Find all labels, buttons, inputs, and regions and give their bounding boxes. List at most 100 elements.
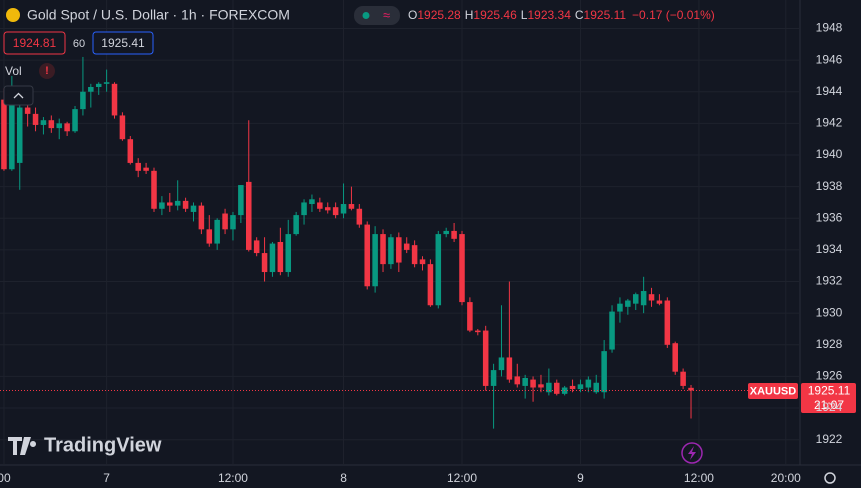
alert-circle[interactable] [681, 442, 703, 464]
candle-body [585, 379, 592, 388]
symbol-tag [748, 383, 798, 399]
candle-body [664, 300, 671, 345]
countdown: 21:07 [814, 398, 844, 412]
candle-body [593, 382, 600, 393]
y-tick-label: 1946 [816, 52, 843, 66]
candle-body [127, 139, 134, 163]
candle-body [514, 376, 521, 385]
candle-body [467, 302, 473, 331]
candle-body [348, 204, 355, 209]
candle-body [648, 294, 655, 301]
x-tick-label: 12:00 [218, 471, 248, 485]
collapse-icon [13, 92, 24, 99]
candle-body [340, 204, 347, 214]
ohlc-value: 1925.11 [584, 8, 627, 22]
ohlc-legend: O1925.28 H1925.46 L1923.34 C1925.11 −0.17 (−… [408, 8, 715, 22]
candle-body [95, 83, 102, 87]
candle-body [119, 115, 126, 140]
candle-body [230, 215, 236, 230]
ohlc-value: 1925.28 [417, 8, 461, 22]
candle-body [522, 378, 528, 386]
y-tick-label: 1936 [816, 210, 843, 224]
y-tick-label: 1924 [816, 400, 843, 414]
candle-body [498, 357, 505, 371]
indicator-name[interactable]: Vol [5, 64, 22, 78]
candle-body [356, 208, 363, 225]
candle-body [317, 202, 323, 209]
candle-body [285, 234, 292, 273]
ohlc-label: L [521, 8, 528, 22]
candle-body [111, 83, 118, 116]
symbol-tag-text: XAUUSD [750, 385, 797, 397]
last-price-box [801, 383, 856, 413]
candle-body [246, 181, 252, 250]
status-pill[interactable] [354, 6, 400, 25]
candle-body [301, 202, 307, 216]
ohlc-value: 1923.34 [527, 8, 571, 22]
candle-body [48, 120, 55, 129]
candle-body [261, 253, 268, 273]
x-tick-label: 12:00 [447, 471, 477, 485]
candle-body [475, 330, 481, 333]
x-tick-label: 20:00 [771, 471, 801, 485]
ohlc-label: O [408, 8, 417, 22]
y-tick-label: 1948 [816, 21, 843, 35]
candle-body [656, 300, 663, 304]
candle-body [32, 113, 39, 125]
candle-body [198, 205, 205, 230]
ask-box[interactable] [92, 31, 154, 55]
brand-logo [8, 437, 37, 455]
candle-body [190, 205, 197, 212]
y-tick-label: 1932 [816, 274, 843, 288]
spread: 60 [73, 38, 85, 50]
candle-body [222, 213, 228, 230]
collapse-button[interactable] [3, 85, 34, 106]
candle-body [88, 86, 94, 92]
candle-body [609, 311, 615, 350]
y-tick-label: 1928 [816, 337, 843, 351]
candle-body [24, 107, 31, 114]
candle-body [206, 229, 213, 244]
settings-icon[interactable] [824, 472, 836, 484]
candle-body [364, 224, 370, 287]
brand-name[interactable]: TradingView [44, 434, 162, 456]
last-price: 1925.11 [808, 384, 851, 398]
candle-body [269, 243, 276, 273]
chart-title[interactable]: Gold Spot / U.S. Dollar · 1h · FOREXCOM [27, 7, 290, 23]
y-tick-label: 1934 [816, 242, 843, 256]
x-tick-label: 8 [340, 471, 347, 485]
candle-body [80, 91, 86, 110]
candle-body [372, 234, 378, 287]
candle-body [332, 207, 339, 216]
candle-body [451, 230, 457, 239]
warning-mark: ! [45, 65, 49, 77]
candle-body [435, 234, 442, 306]
y-tick-label: 1942 [816, 116, 843, 130]
candle-body [538, 384, 544, 388]
candle-body [553, 382, 560, 394]
candle-body [388, 237, 394, 265]
ohlc-value: 1925.46 [473, 8, 517, 22]
x-tick-label: 9 [577, 471, 584, 485]
candle-body [293, 215, 299, 235]
candle-body [56, 123, 62, 129]
bid-box[interactable] [3, 31, 66, 55]
candle-body [159, 202, 165, 209]
candle-body [238, 185, 244, 216]
candle-body [632, 294, 639, 304]
candle-body [459, 234, 465, 303]
status-icon: ≈ [383, 7, 390, 22]
candle-body [640, 291, 647, 306]
candle-body [309, 199, 315, 205]
candle-body [151, 170, 157, 209]
candle-body [135, 162, 141, 171]
candle-body [9, 102, 15, 170]
candle-body [277, 241, 284, 273]
symbol-icon[interactable] [6, 8, 20, 22]
y-tick-label: 1926 [816, 369, 843, 383]
candle-body [617, 303, 623, 312]
candle-body [16, 107, 23, 163]
warning-icon[interactable] [39, 63, 55, 79]
candle-body [167, 202, 173, 206]
alert-icon [688, 446, 696, 460]
